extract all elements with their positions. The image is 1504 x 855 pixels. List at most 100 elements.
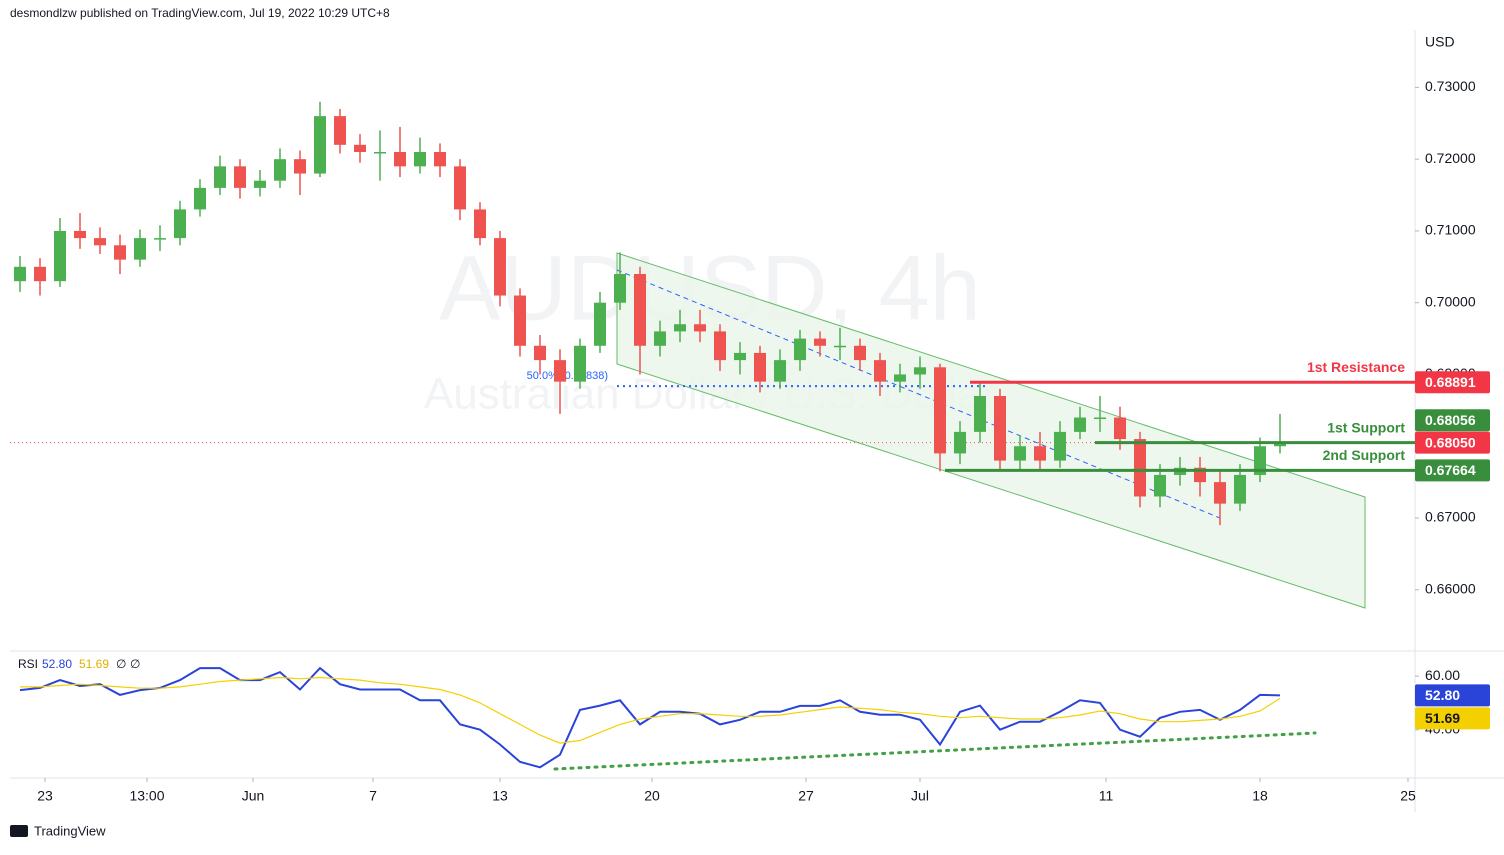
price-tag-label: 0.68056 [1425, 412, 1476, 428]
fib-label: 50.0% (0.68838) [527, 370, 608, 382]
candle-body [94, 238, 106, 246]
price-tag [1415, 371, 1490, 394]
candle-body [14, 266, 26, 282]
y-tick-label: 0.66000 [1425, 580, 1476, 596]
channel-median [616, 269, 1221, 519]
rsi-title: RSI [18, 657, 38, 671]
candle-body [874, 360, 886, 382]
candle-body [34, 266, 46, 282]
candle-body [334, 116, 346, 145]
candle-body [1234, 474, 1246, 504]
candle-body [474, 209, 486, 239]
level-label: 1st Support [1327, 419, 1405, 435]
candle-body [1134, 439, 1146, 497]
x-tick-label: Jul [911, 788, 929, 804]
candle-body [934, 367, 946, 454]
candle-body [1274, 442, 1286, 447]
candle-body [1054, 431, 1066, 461]
candle-body [914, 367, 926, 375]
candle-body [434, 152, 446, 167]
candle-body [654, 331, 666, 346]
candle-body [454, 166, 466, 210]
candle-body [794, 338, 806, 361]
header-text: desmondlzw published on TradingView.com,… [10, 6, 390, 20]
candle-body [194, 187, 206, 210]
candle-body [1034, 446, 1046, 461]
candle-body [1154, 474, 1166, 497]
rsi-y-tick-label: 60.00 [1425, 667, 1460, 683]
x-tick-label: 23 [37, 788, 53, 804]
candle-body [214, 166, 226, 188]
rsi-tag [1415, 707, 1490, 730]
price-tag-label: 0.68891 [1425, 374, 1476, 390]
rsi-tag-label: 51.69 [1425, 710, 1460, 726]
candle-body [854, 345, 866, 361]
candle-body [294, 159, 306, 174]
candle-body [554, 360, 566, 382]
candle-body [694, 324, 706, 332]
level-label: 2nd Support [1323, 447, 1406, 463]
candle-body [834, 345, 846, 348]
y-tick-label: 0.70000 [1425, 293, 1476, 309]
candle-body [254, 180, 266, 188]
price-tag [1415, 409, 1490, 432]
candle-body [354, 144, 366, 152]
y-tick-label: 0.71000 [1425, 222, 1476, 238]
brand-text: TradingView [34, 823, 106, 838]
candle-body [1014, 446, 1026, 461]
candle-body [1114, 417, 1126, 440]
candle-body [734, 352, 746, 361]
candle-body [414, 152, 426, 167]
candle-body [614, 274, 626, 303]
brand-logo [10, 825, 28, 837]
rsi-tag-label: 52.80 [1425, 687, 1460, 703]
candle-body [954, 431, 966, 454]
rsi-trendline [553, 731, 1317, 771]
level-label: 1st Resistance [1307, 359, 1405, 375]
candle-body [234, 166, 246, 188]
candle-body [154, 238, 166, 240]
candle-body [674, 324, 686, 332]
price-tag [1415, 459, 1490, 482]
candle-body [1214, 482, 1226, 504]
y-axis-label: USD [1425, 34, 1455, 50]
price-tag [1415, 431, 1490, 454]
candle-body [634, 274, 646, 346]
rsi-legend-value: 51.69 [79, 657, 109, 671]
x-tick-label: 13 [492, 788, 508, 804]
rsi-tag [1415, 684, 1490, 707]
candle-body [814, 338, 826, 346]
price-tag-label: 0.68050 [1425, 434, 1476, 450]
candle-body [314, 116, 326, 174]
candle-body [274, 159, 286, 181]
x-tick-label: 18 [1252, 788, 1268, 804]
candle-body [134, 238, 146, 260]
candle-body [574, 345, 586, 382]
rsi-legend-value: 52.80 [42, 657, 72, 671]
candle-body [714, 331, 726, 361]
x-tick-label: 25 [1400, 788, 1416, 804]
candle-body [374, 152, 386, 154]
layer: 0.660000.670000.680000.690000.700000.710… [10, 78, 1490, 804]
candle-body [114, 245, 126, 260]
candle-body [494, 238, 506, 296]
candle-body [174, 209, 186, 239]
plot-background [10, 30, 1415, 778]
candle-body [54, 230, 66, 282]
candle-body [774, 360, 786, 382]
candle-body [1254, 446, 1266, 475]
x-tick-label: Jun [242, 788, 265, 804]
y-tick-label: 0.67000 [1425, 509, 1476, 525]
candle-body [74, 230, 86, 239]
candle-body [994, 396, 1006, 461]
candle-body [534, 345, 546, 361]
candle-body [754, 352, 766, 382]
y-tick-label: 0.72000 [1425, 150, 1476, 166]
x-tick-label: 20 [644, 788, 660, 804]
x-tick-label: 27 [798, 788, 814, 804]
x-tick-label: 11 [1099, 788, 1114, 804]
x-tick-label: 13:00 [129, 788, 164, 804]
rsi-line [20, 676, 1281, 744]
